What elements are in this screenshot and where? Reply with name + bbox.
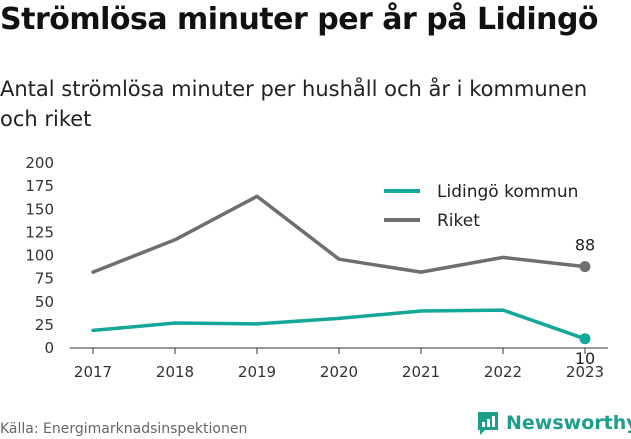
- chart-title: Strömlösa minuter per år på Lidingö: [0, 2, 599, 37]
- x-tick-label: 2018: [156, 363, 194, 381]
- y-tick-label: 75: [35, 270, 54, 288]
- x-tick-label: 2022: [484, 363, 522, 381]
- series-line-liding-kommun: [91, 308, 587, 341]
- legend-label: Lidingö kommun: [437, 182, 578, 202]
- y-tick-label: 0: [44, 339, 54, 357]
- y-tick-label: 200: [25, 154, 54, 172]
- legend-label: Riket: [437, 211, 480, 231]
- newsworthy-logo: Newsworthy: [476, 410, 631, 436]
- x-tick-label: 2020: [320, 363, 358, 381]
- chart-subtitle: Antal strömlösa minuter per hushåll och …: [0, 77, 588, 131]
- data-label: 88: [575, 236, 595, 255]
- series-line-riket: [91, 194, 587, 274]
- x-tick-label: 2021: [402, 363, 440, 381]
- y-tick-label: 100: [25, 247, 54, 265]
- y-tick-label: 25: [35, 316, 54, 334]
- source-text: Källa: Energimarknadsinspektionen: [0, 421, 248, 437]
- series-end-marker: [579, 261, 591, 273]
- legend-background: [376, 178, 600, 236]
- y-tick-label: 125: [25, 223, 54, 241]
- y-tick-label: 150: [25, 200, 54, 218]
- y-tick-label: 175: [25, 177, 54, 195]
- x-tick-label: 2019: [238, 363, 276, 381]
- y-tick-label: 50: [35, 293, 54, 311]
- data-label: 10: [575, 349, 595, 368]
- x-tick-label: 2023: [566, 363, 604, 381]
- x-tick-label: 2017: [74, 363, 112, 381]
- newsworthy-logo-icon: [478, 412, 498, 435]
- brand-name: Newsworthy: [506, 412, 631, 434]
- series-end-marker: [579, 333, 591, 345]
